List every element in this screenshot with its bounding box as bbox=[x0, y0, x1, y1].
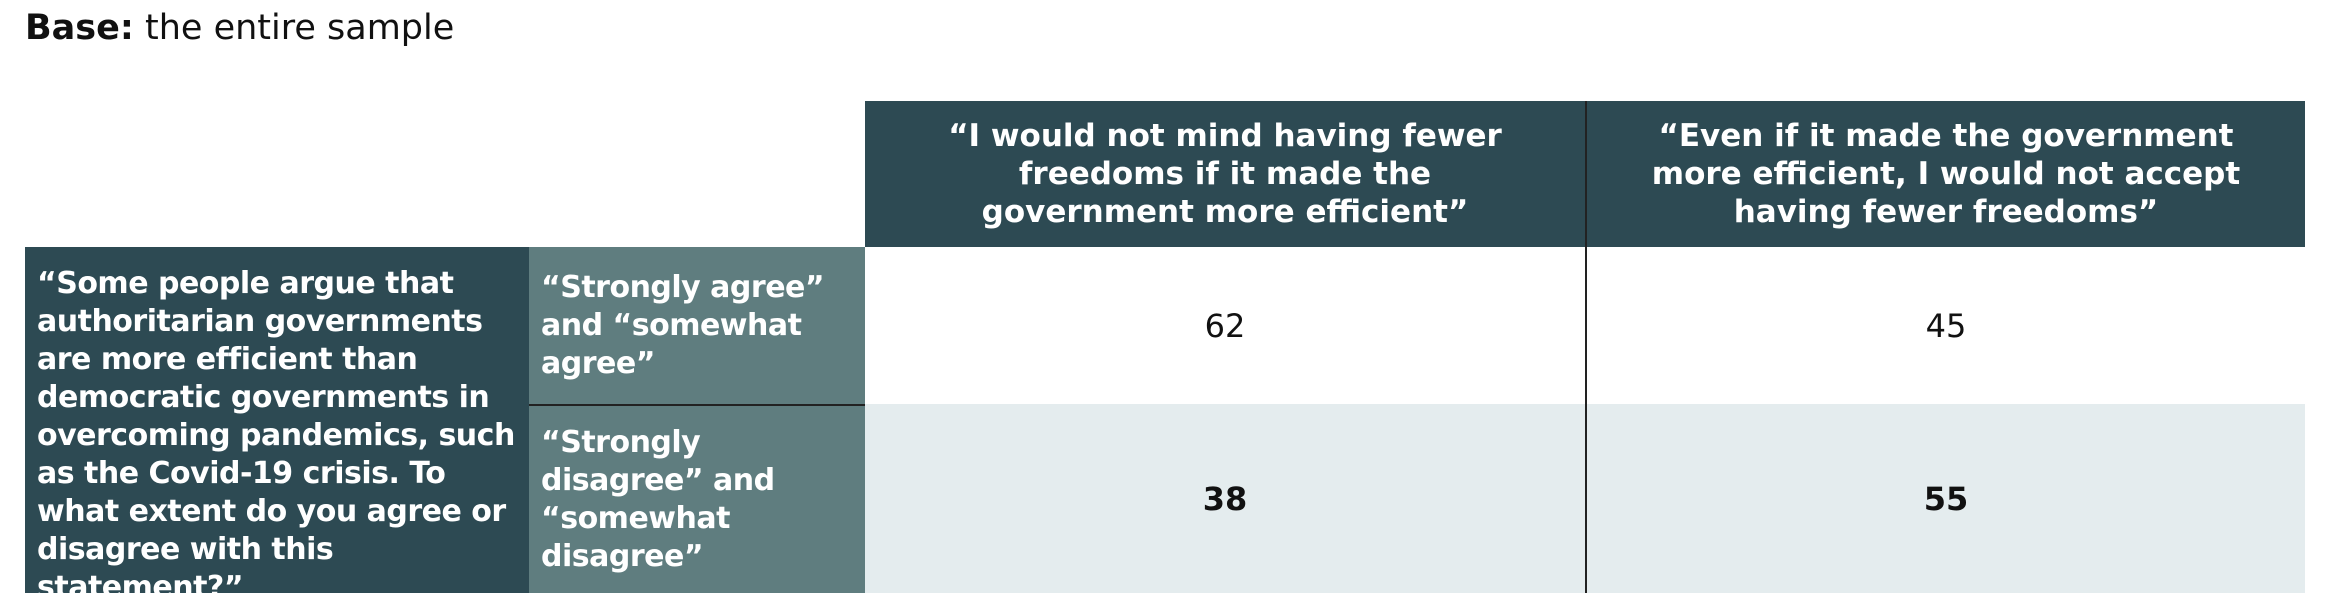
value-cell: 38 bbox=[865, 404, 1585, 593]
column-header: “I would not mind having fewer freedoms … bbox=[865, 101, 1585, 247]
row-label: “Strongly agree” and “somewhat agree” bbox=[529, 247, 865, 404]
base-note: Base: the entire sample bbox=[25, 8, 454, 48]
question-cell: “Some people argue that authoritarian go… bbox=[25, 247, 529, 605]
column-divider bbox=[1585, 101, 1587, 593]
value-cell: 55 bbox=[1587, 404, 2305, 593]
base-text: the entire sample bbox=[145, 8, 455, 48]
base-label: Base: bbox=[25, 8, 134, 48]
value-cell: 45 bbox=[1587, 247, 2305, 404]
row-divider bbox=[529, 404, 865, 406]
column-header: “Even if it made the government more eff… bbox=[1587, 101, 2305, 247]
value-cell: 62 bbox=[865, 247, 1585, 404]
row-label: “Strongly disagree” and “somewhat disagr… bbox=[529, 406, 865, 593]
